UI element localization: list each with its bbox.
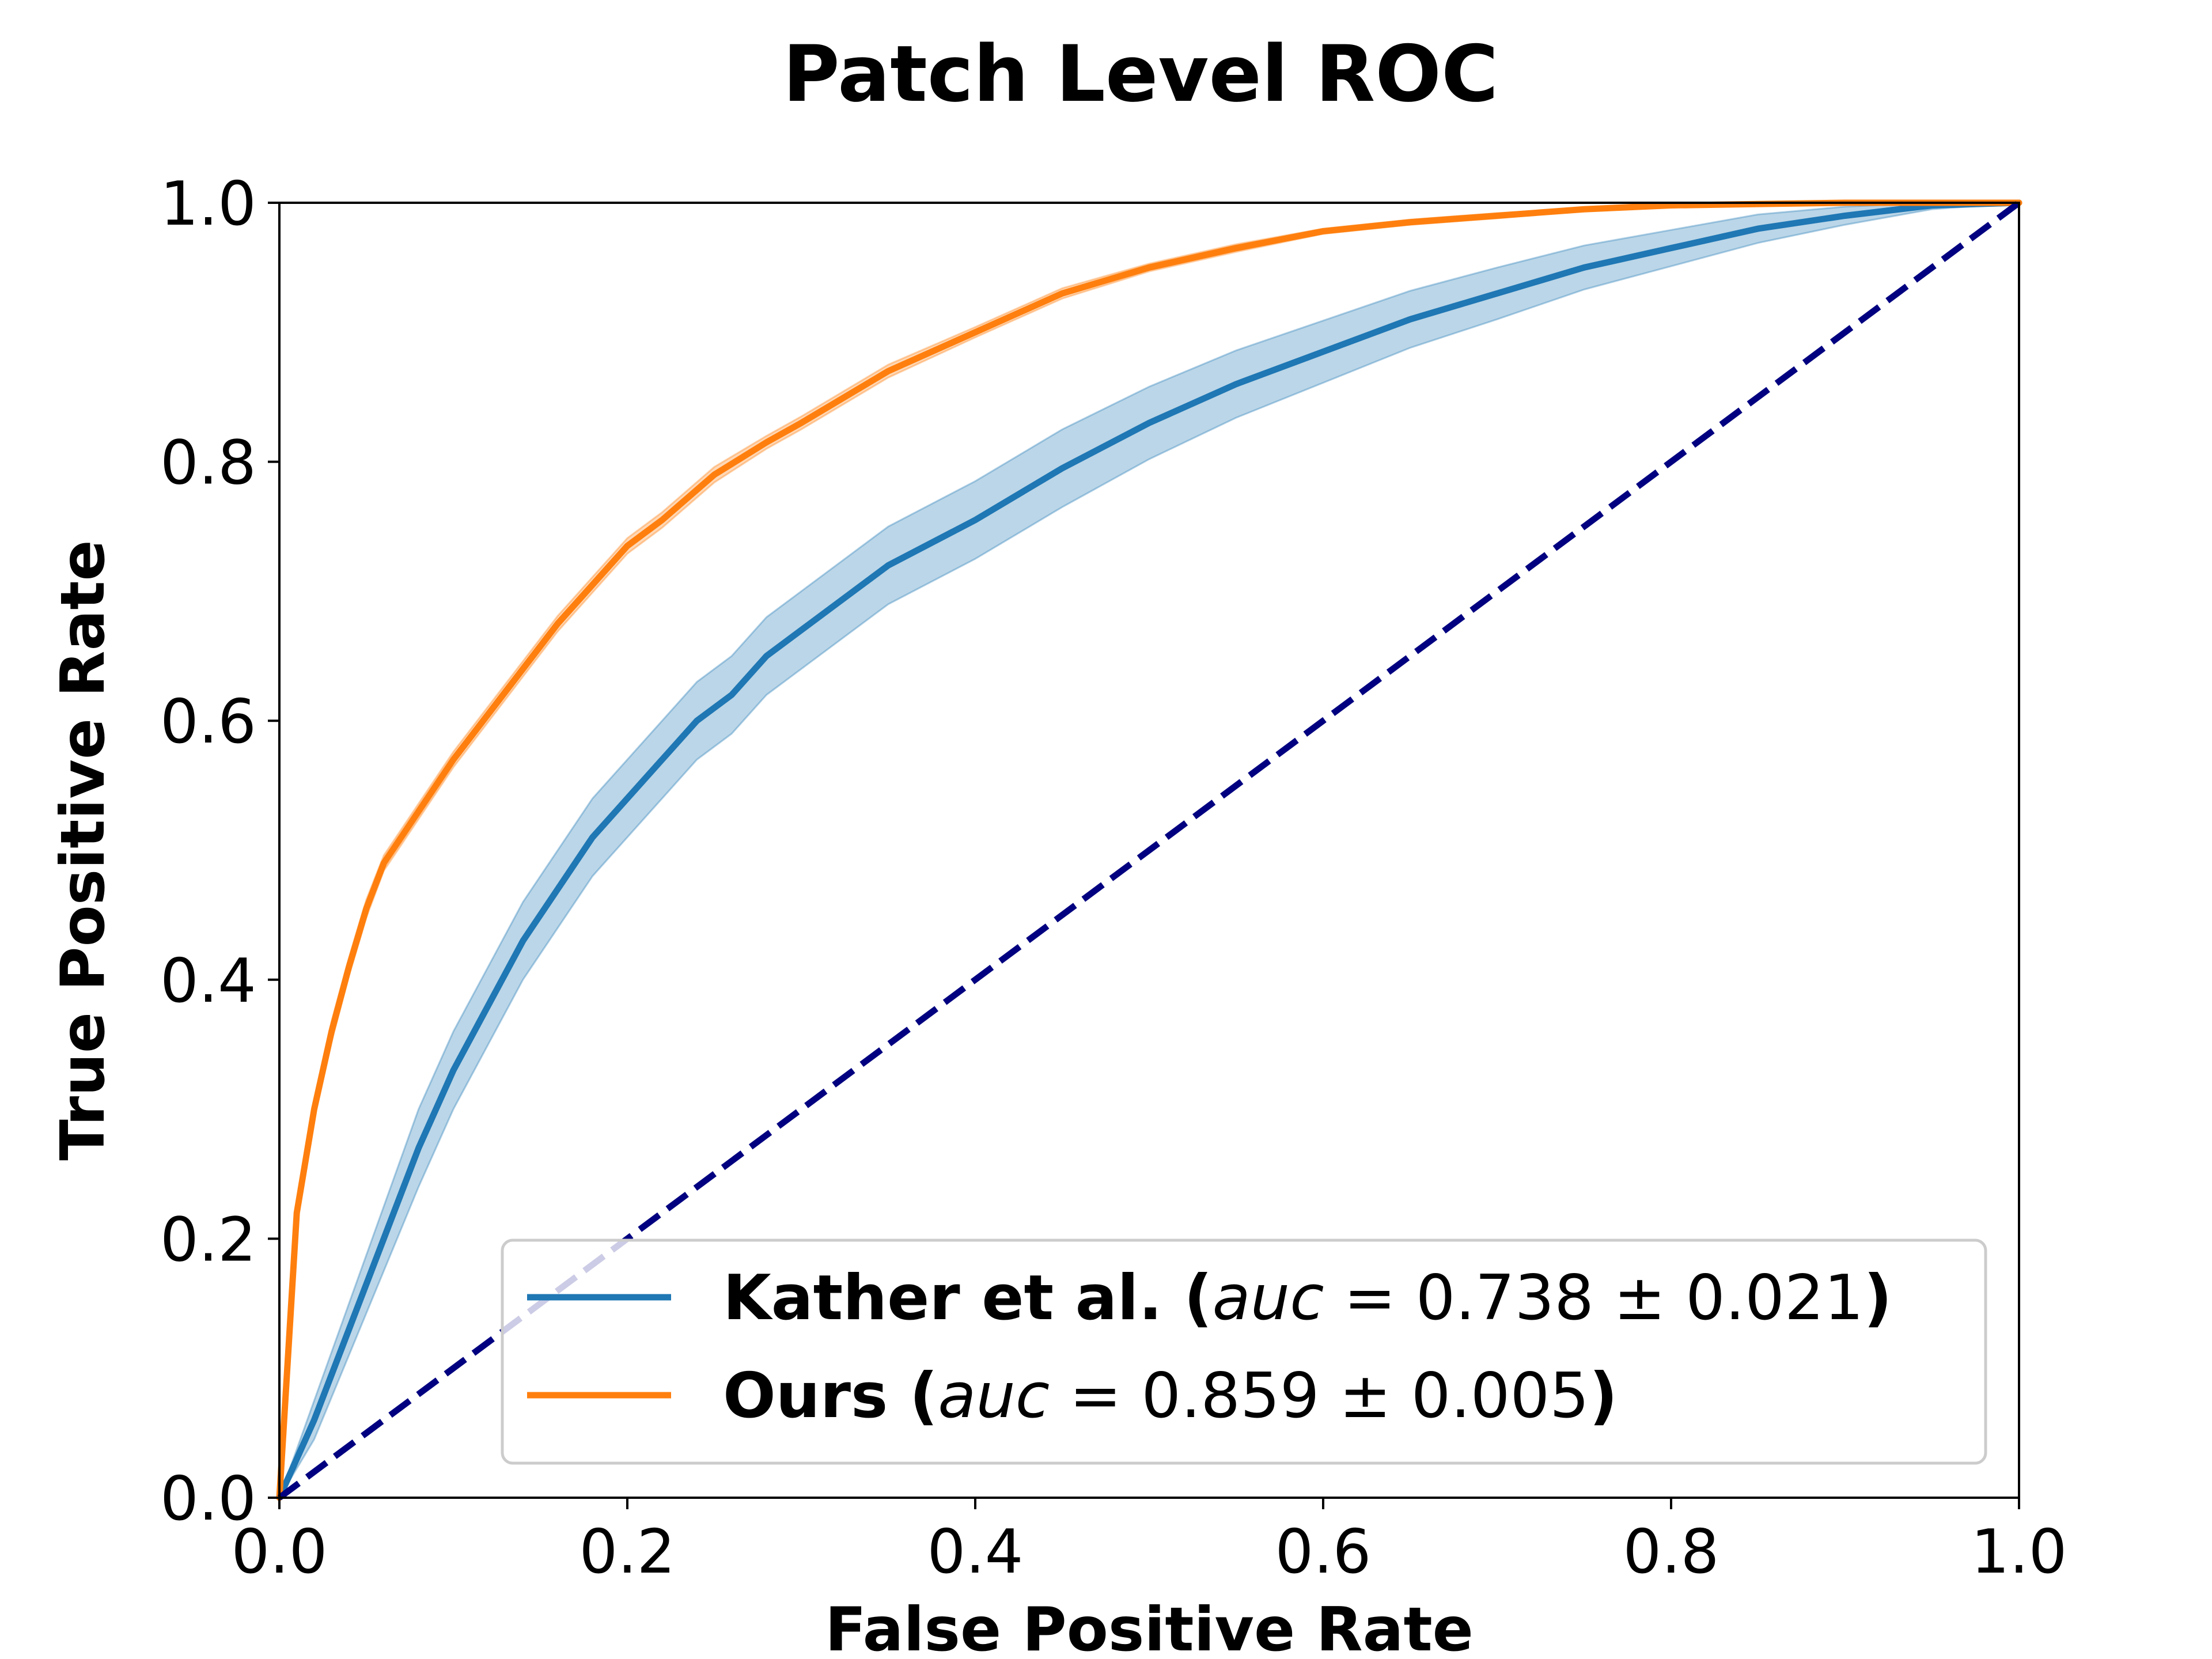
legend-kather-name: Kather et al. ( <box>723 1262 1213 1334</box>
legend-ours-auc-var: auc <box>938 1360 1050 1432</box>
legend-kather-auc-var: auc <box>1213 1262 1324 1334</box>
legend-ours-auc-value: = 0.859 ± 0.005 <box>1050 1360 1589 1432</box>
legend: Kather et al. (auc = 0.738 ± 0.021) Ours… <box>501 1238 1987 1465</box>
legend-ours-close: ) <box>1589 1360 1618 1432</box>
x-tick-label: 0.0 <box>232 1517 328 1587</box>
x-axis-label: False Positive Rate <box>825 1594 1474 1659</box>
legend-label-kather: Kather et al. (auc = 0.738 ± 0.021) <box>723 1262 1892 1334</box>
y-tick-label: 0.8 <box>160 428 256 498</box>
line-ours <box>276 199 2022 1501</box>
band-ours <box>278 202 2019 1498</box>
axes-frame <box>278 202 2020 1499</box>
y-tick-label: 1.0 <box>160 169 256 239</box>
x-tick-label: 0.8 <box>1623 1517 1719 1587</box>
chart-title: Patch Level ROC <box>783 29 1498 119</box>
x-tick-label: 1.0 <box>1971 1517 2067 1587</box>
y-axis-label: True Positive Rate <box>48 540 118 1160</box>
x-tick-label: 0.6 <box>1275 1517 1372 1587</box>
legend-ours-name: Ours ( <box>723 1360 938 1432</box>
x-axis-ticks: 0.0 0.2 0.4 0.6 0.8 1.0 <box>232 1498 2067 1587</box>
y-axis-ticks: 0.0 0.2 0.4 0.6 0.8 1.0 <box>160 169 279 1534</box>
x-tick-label: 0.4 <box>927 1517 1024 1587</box>
y-tick-label: 0.4 <box>160 946 256 1016</box>
legend-label-ours: Ours (auc = 0.859 ± 0.005) <box>723 1360 1618 1432</box>
legend-kather-close: ) <box>1863 1262 1892 1334</box>
legend-kather-auc-value: = 0.738 ± 0.021 <box>1324 1262 1864 1334</box>
line-kather-et-al <box>276 199 2022 1501</box>
y-tick-label: 0.2 <box>160 1205 256 1275</box>
y-tick-label: 0.0 <box>160 1464 256 1534</box>
legend-box <box>501 1238 1987 1465</box>
y-tick-label: 0.6 <box>160 687 256 757</box>
x-tick-label: 0.2 <box>579 1517 676 1587</box>
